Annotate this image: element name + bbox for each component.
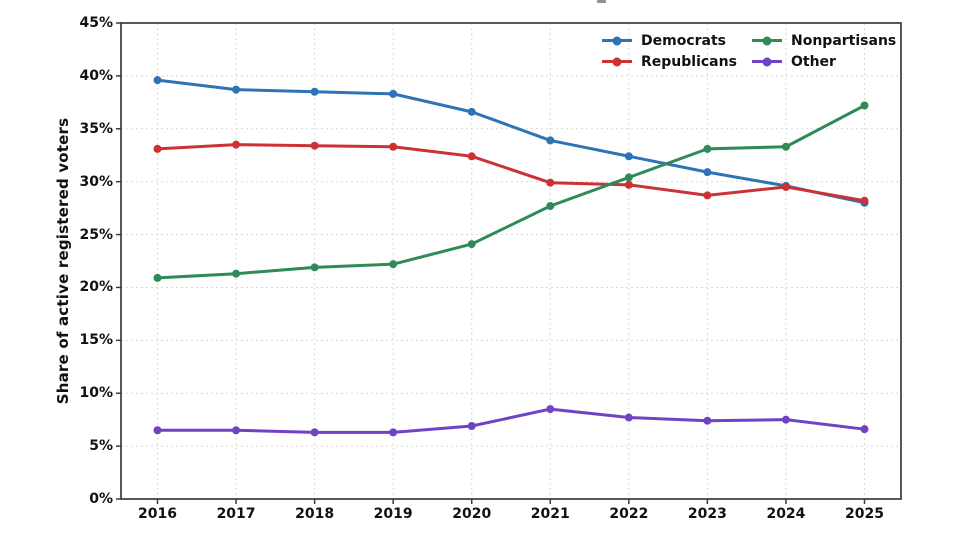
tick-marks: [116, 22, 866, 504]
data-point-nonpartisans-2021: [546, 201, 555, 210]
data-point-republicans-2021: [546, 178, 555, 187]
data-point-democrats-2023: [703, 168, 712, 177]
x-tick-label-2018: 2018: [295, 506, 335, 522]
data-point-democrats-2019: [389, 89, 398, 98]
data-point-other-2020: [467, 422, 476, 431]
x-tick-label-2021: 2021: [530, 506, 570, 522]
data-point-other-2016: [153, 426, 162, 435]
data-point-democrats-2022: [624, 152, 633, 161]
legend-dot-icon-other: [762, 57, 772, 66]
data-point-democrats-2021: [546, 136, 555, 145]
data-point-nonpartisans-2023: [703, 144, 712, 153]
legend-item-democrats: Democrats: [602, 33, 752, 49]
series-line-other: [156, 407, 866, 434]
series-republicans: [153, 140, 869, 205]
cropped-title-fragment: [597, 0, 606, 3]
x-tick-label-2023: 2023: [687, 506, 727, 522]
y-tick-label-25: 25%: [79, 226, 113, 243]
y-tick-label-10: 10%: [79, 385, 113, 402]
data-point-nonpartisans-2016: [153, 273, 162, 282]
data-point-other-2019: [389, 428, 398, 437]
legend-item-republicans: Republicans: [602, 54, 752, 70]
legend-label-other: Other: [791, 53, 836, 70]
data-point-republicans-2020: [467, 152, 476, 161]
data-point-democrats-2018: [310, 87, 319, 96]
data-point-nonpartisans-2018: [310, 263, 319, 272]
data-point-other-2021: [546, 405, 555, 414]
data-point-other-2018: [310, 428, 319, 437]
legend-label-democrats: Democrats: [641, 32, 726, 49]
legend-dot-icon-republicans: [612, 57, 622, 66]
y-tick-label-20: 20%: [79, 279, 113, 296]
data-point-republicans-2025: [860, 196, 869, 205]
data-point-republicans-2018: [310, 141, 319, 150]
legend-marker-icon-republicans: [602, 57, 632, 66]
x-tick-label-2022: 2022: [609, 506, 649, 522]
y-tick-label-35: 35%: [79, 120, 113, 137]
data-point-democrats-2017: [232, 85, 241, 94]
legend-label-republicans: Republicans: [641, 53, 737, 70]
data-point-democrats-2020: [467, 107, 476, 116]
legend-marker-icon-nonpartisans: [752, 36, 782, 45]
data-point-republicans-2022: [624, 180, 633, 189]
legend-dot-icon-democrats: [612, 36, 622, 45]
y-tick-label-0: 0%: [89, 491, 113, 507]
data-point-nonpartisans-2020: [467, 240, 476, 249]
data-point-republicans-2023: [703, 191, 712, 200]
data-point-nonpartisans-2022: [624, 173, 633, 182]
data-point-democrats-2016: [153, 76, 162, 85]
legend-dot-icon-nonpartisans: [762, 36, 772, 45]
data-point-other-2017: [232, 426, 241, 435]
y-tick-label-40: 40%: [79, 67, 113, 84]
data-point-other-2024: [781, 415, 790, 424]
y-tick-label-5: 5%: [89, 438, 113, 455]
series-other: [153, 405, 869, 437]
x-tick-label-2017: 2017: [216, 506, 256, 522]
series-line-republicans: [156, 143, 866, 203]
x-tick-label-2020: 2020: [452, 506, 492, 522]
series-line-nonpartisans: [156, 104, 866, 280]
data-point-nonpartisans-2019: [389, 260, 398, 269]
data-point-other-2025: [860, 425, 869, 434]
series-democrats: [153, 76, 869, 207]
x-tick-label-2016: 2016: [138, 506, 177, 522]
legend-marker-icon-other: [752, 57, 782, 66]
y-tick-label-45: 45%: [79, 15, 113, 31]
legend-marker-icon-democrats: [602, 36, 632, 45]
x-tick-label-2019: 2019: [373, 506, 413, 522]
data-point-nonpartisans-2024: [781, 142, 790, 151]
data-point-republicans-2017: [232, 140, 241, 149]
plot-frame: [120, 22, 902, 500]
x-tick-label-2025: 2025: [845, 506, 884, 522]
legend-item-nonpartisans: Nonpartisans: [752, 33, 902, 49]
data-point-other-2022: [624, 413, 633, 422]
y-tick-label-15: 15%: [79, 332, 113, 349]
legend: Democrats Republicans Nonpartisans Other: [602, 30, 902, 72]
series-nonpartisans: [153, 101, 869, 282]
legend-item-other: Other: [752, 54, 902, 70]
x-tick-label-2024: 2024: [766, 506, 806, 522]
data-point-republicans-2024: [781, 182, 790, 191]
data-point-republicans-2019: [389, 142, 398, 151]
data-point-other-2023: [703, 416, 712, 425]
data-point-nonpartisans-2017: [232, 269, 241, 278]
data-point-republicans-2016: [153, 144, 162, 153]
y-tick-label-30: 30%: [79, 173, 113, 190]
y-axis-label: Share of active registered voters: [54, 117, 72, 405]
data-point-nonpartisans-2025: [860, 101, 869, 110]
legend-label-nonpartisans: Nonpartisans: [791, 32, 897, 49]
series-line-democrats: [156, 78, 866, 205]
